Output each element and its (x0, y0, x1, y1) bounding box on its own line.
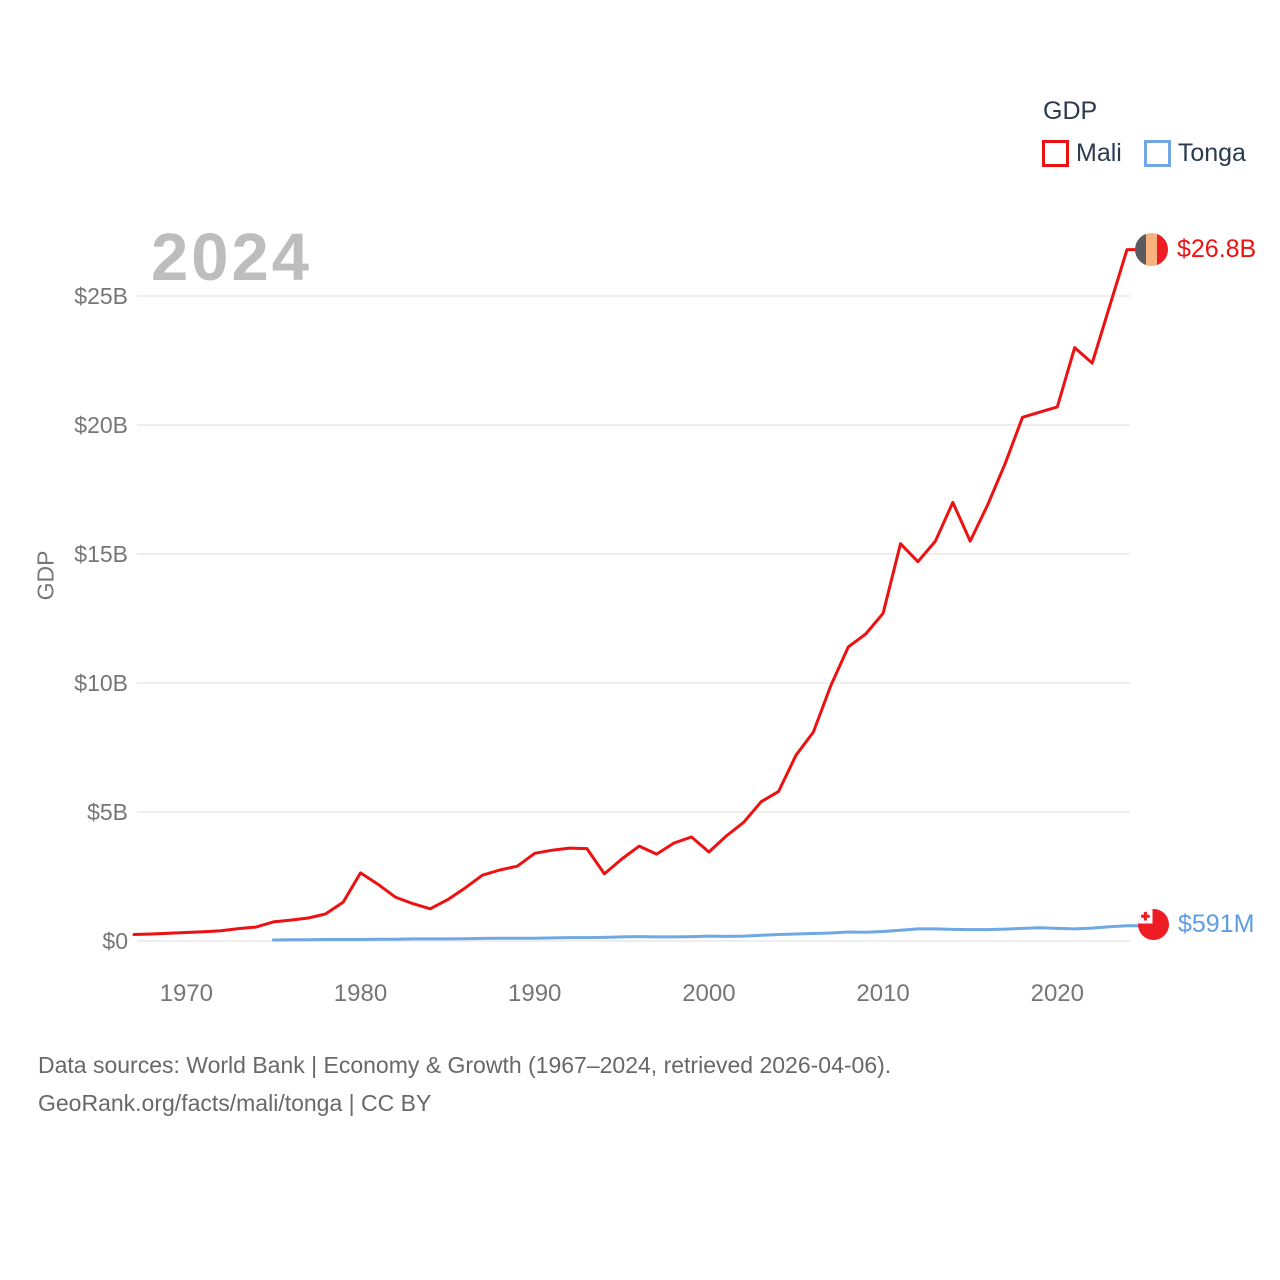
y-tick-label: $20B (74, 412, 128, 438)
x-tick-label: 2020 (1031, 980, 1084, 1007)
x-tick-label: 2000 (682, 980, 735, 1007)
x-tick-label: 2010 (856, 980, 909, 1007)
legend-item-label: Mali (1076, 139, 1122, 167)
chart-legend: GDP Mali Tonga (1042, 97, 1246, 168)
source-url-line: GeoRank.org/facts/mali/tonga | CC BY (38, 1090, 432, 1116)
legend-item-tonga[interactable]: Tonga (1143, 139, 1246, 168)
legend-items: Mali Tonga (1042, 139, 1246, 168)
legend-item-mali[interactable]: Mali (1042, 139, 1122, 168)
y-tick-label: $25B (74, 283, 128, 309)
x-tick-label: 1970 (160, 980, 213, 1007)
legend-title: GDP (1043, 97, 1098, 125)
x-tick-label: 1980 (334, 980, 387, 1007)
y-tick-label: $0 (102, 928, 128, 954)
tonga-line (271, 924, 1140, 942)
x-tick-label: 1990 (508, 980, 561, 1007)
year-watermark: 2024 (151, 220, 313, 295)
tonga-end-value: $591M (1178, 910, 1255, 938)
tonga-flag-icon (1138, 909, 1169, 940)
y-tick-label: $10B (74, 670, 128, 696)
mali-end-label: $26.8B (1135, 233, 1256, 266)
tonga-end-label: $591M (1138, 909, 1254, 940)
footer-attribution: Data sources: World Bank | Economy & Gro… (38, 1046, 891, 1122)
mali-flag-icon (1135, 233, 1168, 266)
y-axis-title: GDP (32, 550, 59, 601)
mali-line (132, 248, 1140, 936)
y-tick-label: $15B (74, 541, 128, 567)
y-tick-label: $5B (87, 799, 128, 825)
mali-end-value: $26.8B (1177, 235, 1257, 263)
data-sources-line: Data sources: World Bank | Economy & Gro… (38, 1052, 892, 1078)
tonga-swatch-icon (1143, 140, 1171, 167)
legend-item-label: Tonga (1177, 139, 1246, 167)
mali-swatch-icon (1042, 140, 1069, 167)
